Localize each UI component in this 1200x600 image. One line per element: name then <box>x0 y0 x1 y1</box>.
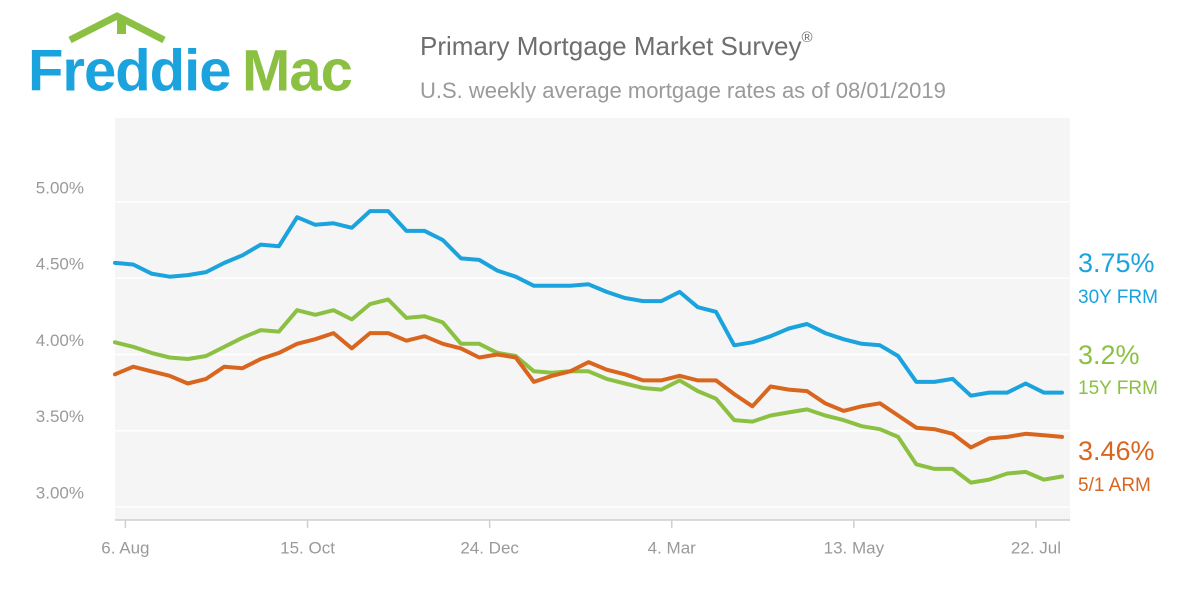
x-tick-label: 15. Oct <box>280 538 335 557</box>
series-line <box>113 209 1064 398</box>
x-tick-label: 22. Jul <box>1011 538 1061 557</box>
x-tick-label: 24. Dec <box>460 538 519 557</box>
x-tick-label: 13. May <box>824 538 885 557</box>
y-tick-label: 5.00% <box>36 178 84 197</box>
logo-second: Mac <box>242 38 352 103</box>
series-line <box>113 297 1064 485</box>
x-tick-label: 4. Mar <box>648 538 697 557</box>
y-tick-label: 4.00% <box>36 331 84 350</box>
title-mark: ® <box>801 29 812 46</box>
logo: Freddie Mac <box>28 12 353 103</box>
logo-roof <box>68 12 166 44</box>
title-text: Primary Mortgage Market Survey <box>420 31 801 61</box>
x-tick-label: 6. Aug <box>101 538 149 557</box>
y-tick-label: 4.50% <box>36 255 84 274</box>
end-value-label: 3.75% <box>1078 248 1155 278</box>
series-line <box>113 331 1064 450</box>
y-tick-label: 3.00% <box>36 484 84 503</box>
chart-title: Primary Mortgage Market Survey® <box>420 29 813 61</box>
logo-chimney <box>117 20 126 34</box>
legend-label: 30Y FRM <box>1078 287 1158 308</box>
end-value-label: 3.46% <box>1078 436 1155 466</box>
legend-label: 15Y FRM <box>1078 378 1158 399</box>
y-tick-label: 3.50% <box>36 407 84 426</box>
plot-area <box>115 118 1070 520</box>
legend-label: 5/1 ARM <box>1078 475 1151 496</box>
chart-subtitle: U.S. weekly average mortgage rates as of… <box>420 78 946 103</box>
logo-first: Freddie <box>28 38 231 103</box>
end-value-label: 3.2% <box>1078 340 1140 370</box>
